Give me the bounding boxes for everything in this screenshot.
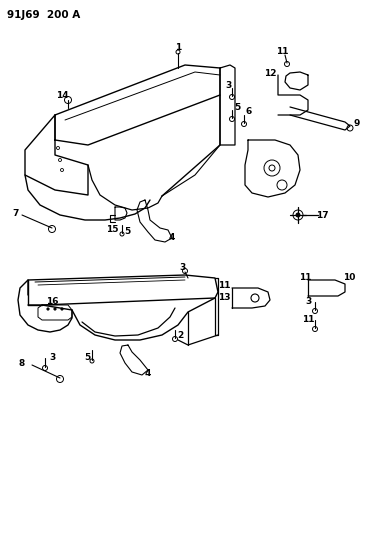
Text: 5: 5: [124, 228, 130, 237]
Text: 91J69  200 A: 91J69 200 A: [7, 10, 80, 20]
Text: 12: 12: [264, 69, 276, 77]
Text: 11: 11: [302, 314, 314, 324]
Text: 3: 3: [49, 352, 55, 361]
Text: 11: 11: [276, 47, 288, 56]
Text: 3: 3: [179, 262, 185, 271]
Text: 3: 3: [305, 296, 311, 305]
Text: 17: 17: [316, 211, 328, 220]
Circle shape: [47, 308, 49, 310]
Text: 9: 9: [354, 118, 360, 127]
Circle shape: [296, 213, 300, 217]
Text: 13: 13: [218, 294, 230, 303]
Text: 2: 2: [177, 330, 183, 340]
Text: 14: 14: [56, 91, 68, 100]
Text: 16: 16: [46, 297, 58, 306]
Text: 5: 5: [84, 353, 90, 362]
Text: 7: 7: [13, 208, 19, 217]
Text: 1: 1: [175, 44, 181, 52]
Text: 8: 8: [19, 359, 25, 367]
Text: 5: 5: [234, 102, 240, 111]
Text: 11: 11: [299, 273, 311, 282]
Text: 3: 3: [225, 80, 231, 90]
Text: 10: 10: [343, 273, 355, 282]
Text: 4: 4: [145, 368, 151, 377]
Text: 6: 6: [246, 108, 252, 117]
Text: 4: 4: [169, 233, 175, 243]
Circle shape: [61, 308, 63, 310]
Text: 11: 11: [218, 281, 230, 290]
Text: 15: 15: [106, 225, 118, 235]
Circle shape: [54, 308, 56, 310]
